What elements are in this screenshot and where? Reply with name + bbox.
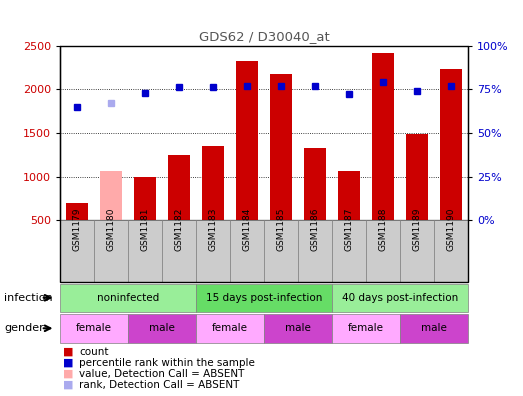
Text: female: female xyxy=(76,323,112,333)
Text: GSM1179: GSM1179 xyxy=(73,208,82,251)
Text: GSM1186: GSM1186 xyxy=(311,208,320,251)
Text: GSM1182: GSM1182 xyxy=(175,208,184,251)
Bar xyxy=(270,74,292,220)
Bar xyxy=(304,148,326,220)
Text: count: count xyxy=(79,346,109,357)
Text: male: male xyxy=(149,323,175,333)
Bar xyxy=(66,203,88,220)
Text: value, Detection Call = ABSENT: value, Detection Call = ABSENT xyxy=(79,369,245,379)
Text: GSM1183: GSM1183 xyxy=(209,208,218,251)
Text: GSM1184: GSM1184 xyxy=(243,208,252,251)
Text: GSM1180: GSM1180 xyxy=(107,208,116,251)
Text: ■: ■ xyxy=(63,358,73,368)
Text: GSM1190: GSM1190 xyxy=(447,208,456,251)
Bar xyxy=(372,53,394,220)
Text: 40 days post-infection: 40 days post-infection xyxy=(342,293,458,303)
Bar xyxy=(100,171,122,220)
Text: GSM1189: GSM1189 xyxy=(413,208,422,251)
Bar xyxy=(338,171,360,220)
Text: male: male xyxy=(285,323,311,333)
Text: infection: infection xyxy=(4,293,53,303)
Text: ■: ■ xyxy=(63,346,73,357)
Text: ■: ■ xyxy=(63,380,73,390)
Text: noninfected: noninfected xyxy=(97,293,160,303)
Text: GSM1185: GSM1185 xyxy=(277,208,286,251)
Text: GSM1188: GSM1188 xyxy=(379,208,388,251)
Text: percentile rank within the sample: percentile rank within the sample xyxy=(79,358,255,368)
Bar xyxy=(134,177,156,220)
Bar xyxy=(202,146,224,220)
Text: female: female xyxy=(212,323,248,333)
Text: 15 days post-infection: 15 days post-infection xyxy=(206,293,322,303)
Text: GSM1187: GSM1187 xyxy=(345,208,354,251)
Title: GDS62 / D30040_at: GDS62 / D30040_at xyxy=(199,30,329,43)
Text: male: male xyxy=(421,323,447,333)
Text: GSM1181: GSM1181 xyxy=(141,208,150,251)
Bar xyxy=(440,69,462,220)
Text: ■: ■ xyxy=(63,369,73,379)
Text: gender: gender xyxy=(4,323,44,333)
Bar xyxy=(236,61,258,220)
Bar xyxy=(406,134,428,220)
Text: female: female xyxy=(348,323,384,333)
Bar xyxy=(168,155,190,220)
Text: rank, Detection Call = ABSENT: rank, Detection Call = ABSENT xyxy=(79,380,240,390)
